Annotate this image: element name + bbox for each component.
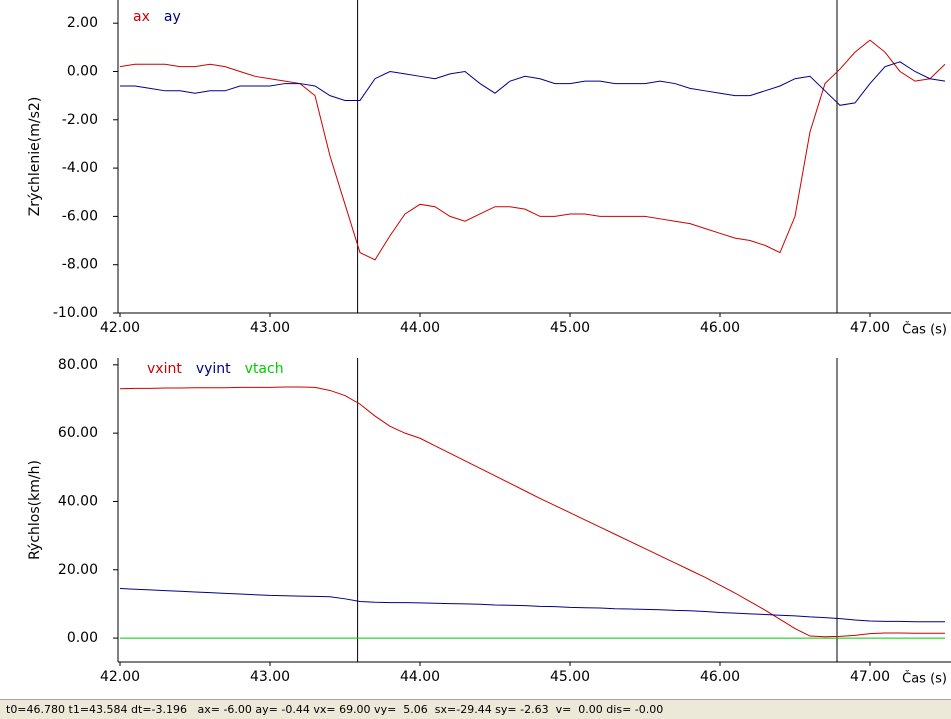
y-tick-label: 0.00: [67, 630, 98, 646]
x-tick-label: 43.00: [250, 669, 290, 685]
x-tick-label: 42.00: [100, 320, 140, 336]
y-tick-label: 80.00: [58, 357, 98, 373]
y-tick-label: -6.00: [62, 208, 98, 224]
x-axis-label: Čas (s): [902, 322, 947, 338]
x-tick-label: 42.00: [100, 669, 140, 685]
legend-entry: vtach: [245, 361, 284, 377]
x-tick-label: 43.00: [250, 320, 290, 336]
legend-entry: vyint: [196, 361, 231, 377]
series-line: [119, 386, 945, 638]
series-line: [119, 588, 945, 623]
legend-entry: vxint: [147, 361, 182, 377]
y-tick-label: 40.00: [58, 493, 98, 509]
status-bar: t0=46.780 t1=43.584 dt=-3.196 ax= -6.00 …: [0, 699, 951, 719]
x-tick-label: 46.00: [700, 320, 740, 336]
y-tick-label: -2.00: [62, 112, 98, 128]
legend-entry: ay: [164, 9, 181, 25]
y-tick-label: -8.00: [62, 257, 98, 273]
y-tick-label: 20.00: [58, 562, 98, 578]
y-tick-label: 0.00: [67, 63, 98, 79]
legend-entry: ax: [133, 9, 150, 25]
x-axis-label: Čas (s): [902, 671, 947, 687]
y-tick-label: -4.00: [62, 160, 98, 176]
y-tick-label: -10.00: [53, 305, 98, 321]
series-line: [120, 61, 946, 106]
y-axis-label: Rýchlos(km/h): [27, 460, 43, 560]
series-line: [119, 39, 946, 261]
x-tick-label: 47.00: [850, 320, 890, 336]
y-tick-label: 60.00: [58, 425, 98, 441]
x-tick-label: 45.00: [550, 320, 590, 336]
x-tick-label: 46.00: [700, 669, 740, 685]
x-tick-label: 47.00: [850, 669, 890, 685]
y-axis-label: Zrýchlenie(m/s2): [27, 97, 43, 217]
x-tick-label: 44.00: [400, 320, 440, 336]
x-tick-label: 44.00: [400, 669, 440, 685]
y-tick-label: 2.00: [67, 15, 98, 31]
x-tick-label: 45.00: [550, 669, 590, 685]
